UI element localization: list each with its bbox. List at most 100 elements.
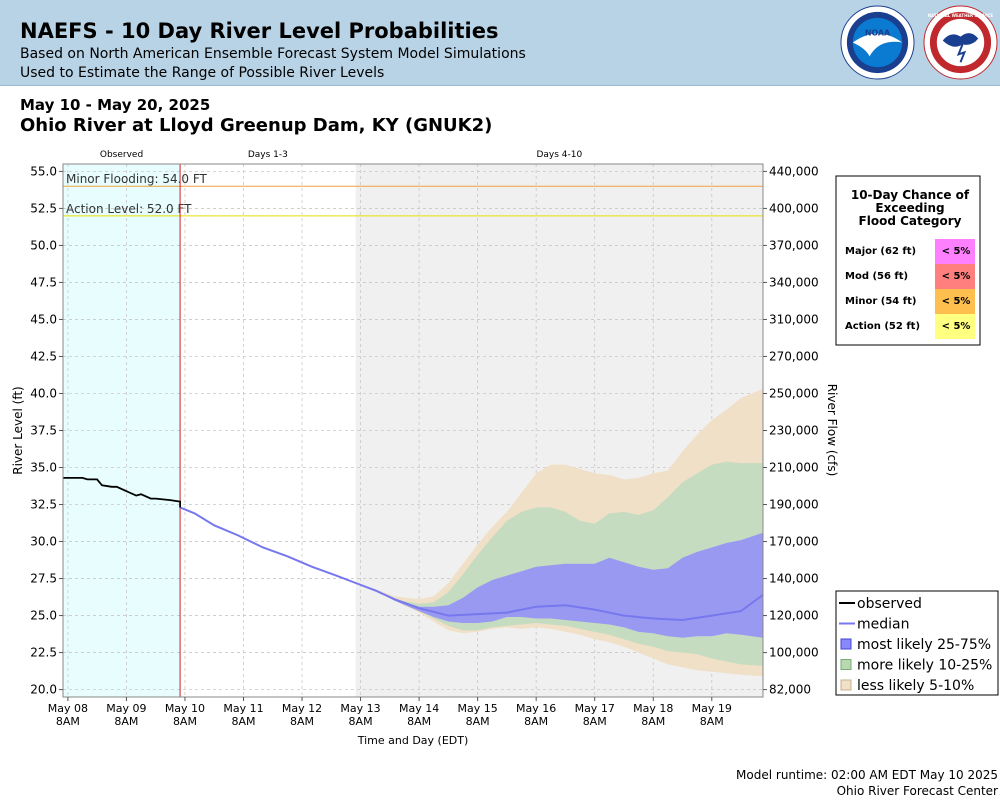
flood-row-label: Minor (54 ft) [845,296,916,307]
x-axis-label: Time and Day (EDT) [357,734,469,747]
x-tick-time: 8AM [466,715,490,728]
y-tick-label: 30.0 [30,535,57,549]
region-label: Days 1-3 [248,150,288,160]
x-tick-day: May 08 [48,702,88,715]
y-tick-label: 50.0 [30,238,57,252]
x-tick-time: 8AM [290,715,314,728]
legend-label: less likely 5-10% [857,678,974,694]
x-tick-time: 8AM [231,715,255,728]
right-tick-label: 120,000 [769,609,819,623]
x-tick-time: 8AM [114,715,138,728]
noaa-logo-text: NOAA [865,29,891,38]
y-tick-label: 55.0 [30,164,57,178]
legend-label: observed [857,596,922,612]
x-tick-day: May 12 [282,702,322,715]
flood-table-title: Flood Category [859,214,962,228]
x-tick-time: 8AM [524,715,548,728]
legend-swatch [840,679,852,691]
y-tick-label: 47.5 [30,275,57,289]
chart-legend: observed median most likely 25-75% more lik… [835,590,999,696]
right-tick-label: 100,000 [769,646,819,660]
x-tick-time: 8AM [641,715,665,728]
x-tick-day: May 15 [458,702,498,715]
right-tick-label: 190,000 [769,498,819,512]
flood-row-label: Mod (56 ft) [845,271,908,282]
y-tick-label: 27.5 [30,572,57,586]
right-tick-label: 370,000 [769,238,819,252]
page-subtitle: Based on North American Ensemble Forecas… [20,46,526,62]
flood-row-cell [935,289,975,314]
threshold-label: Minor Flooding: 54.0 FT [66,172,208,186]
forecast-center: Ohio River Forecast Center [836,784,998,798]
flood-row-cell [935,264,975,289]
legend-swatch [840,659,852,670]
x-tick-time: 8AM [56,715,80,728]
y-axis-label: River Level (ft) [11,386,25,474]
x-tick-day: May 14 [399,702,439,715]
flood-row-cell [935,239,975,264]
y-tick-label: 37.5 [30,424,57,438]
x-tick-day: May 18 [633,702,673,715]
x-tick-time: 8AM [700,715,724,728]
right-tick-label: 82,000 [769,683,811,697]
flood-row-value: < 5% [942,246,971,257]
legend-label: more likely 10-25% [857,658,992,674]
observed-line [63,476,182,508]
y-tick-label: 45.0 [30,312,57,326]
noaa-logo: NOAA [840,5,915,80]
right-tick-label: 310,000 [769,312,819,326]
flood-row-value: < 5% [942,296,971,307]
x-tick-day: May 09 [106,702,146,715]
right-tick-label: 170,000 [769,535,819,549]
region-background [63,164,181,697]
y-tick-label: 52.5 [30,201,57,215]
location-title: Ohio River at Lloyd Greenup Dam, KY (GNU… [20,115,493,136]
model-runtime: Model runtime: 02:00 AM EDT May 10 2025 [736,768,998,782]
right-tick-label: 210,000 [769,461,819,475]
date-range: May 10 - May 20, 2025 [20,96,211,114]
y-tick-label: 20.0 [30,683,57,697]
x-tick-time: 8AM [173,715,197,728]
y-axis-label-right: River Flow (cfs) [825,384,839,477]
page-subtitle-2: Used to Estimate the Range of Possible R… [20,65,385,81]
right-tick-label: 340,000 [769,275,819,289]
x-tick-day: May 13 [340,702,380,715]
region-label: Days 4-10 [536,150,582,160]
band-area [355,532,763,638]
x-tick-day: May 17 [575,702,615,715]
flood-row-cell [935,314,975,339]
threshold-label: Action Level: 52.0 FT [66,202,192,216]
right-tick-label: 440,000 [769,164,819,178]
y-tick-label: 25.0 [30,609,57,623]
right-tick-label: 230,000 [769,424,819,438]
x-tick-time: 8AM [583,715,607,728]
legend-box [835,590,999,696]
y-tick-label: 40.0 [30,386,57,400]
right-tick-label: 270,000 [769,349,819,363]
flood-row-value: < 5% [942,321,971,332]
flood-table-title: Exceeding [875,201,944,215]
x-tick-day: May 16 [516,702,556,715]
legend-label: median [857,617,909,633]
legend-swatch [840,638,852,650]
flood-row-label: Action (52 ft) [845,321,920,332]
region-label: Observed [100,150,143,160]
y-tick-label: 42.5 [30,349,57,363]
flood-row-value: < 5% [942,271,971,282]
flood-row-label: Major (62 ft) [845,246,916,257]
x-tick-time: 8AM [349,715,373,728]
flood-table-title: 10-Day Chance of [851,188,970,202]
x-tick-time: 8AM [407,715,431,728]
nws-logo-text: NATIONAL WEATHER SERVICE [928,13,994,18]
x-tick-day: May 10 [165,702,205,715]
x-tick-day: May 19 [692,702,732,715]
right-tick-label: 250,000 [769,386,819,400]
nws-logo: NATIONAL WEATHER SERVICE [923,5,998,80]
page-header: NAEFS - 10 Day River Level Probabilities… [0,0,1000,86]
y-tick-label: 35.0 [30,461,57,475]
x-tick-day: May 11 [223,702,263,715]
page-title: NAEFS - 10 Day River Level Probabilities [20,19,499,43]
legend-label: most likely 25-75% [857,637,991,653]
